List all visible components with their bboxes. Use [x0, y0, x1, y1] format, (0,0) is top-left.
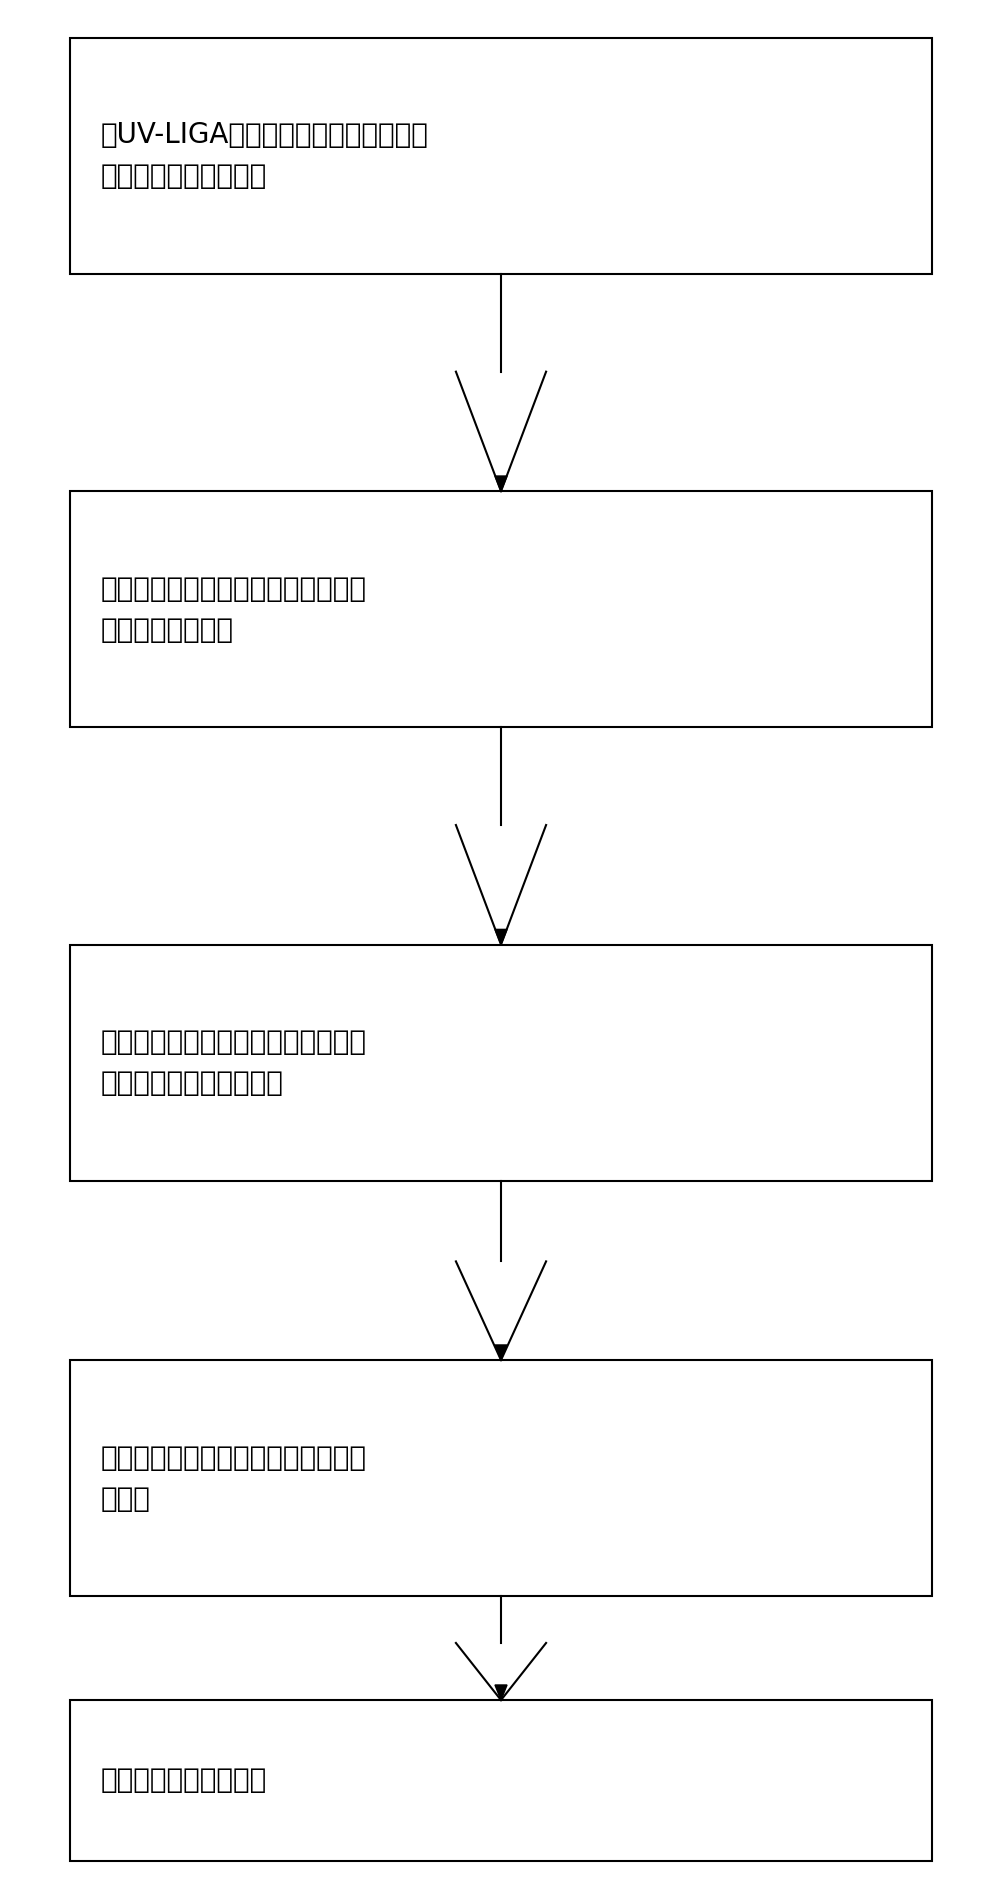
- Text: 关闭激光器，撤去拉力: 关闭激光器，撤去拉力: [100, 1766, 267, 1795]
- FancyBboxPatch shape: [70, 1700, 932, 1861]
- Polygon shape: [495, 1345, 507, 1360]
- Text: 沿流道方向施加拉力于芯片两侧，使
芯片发生弹性变形: 沿流道方向施加拉力于芯片两侧，使 芯片发生弹性变形: [100, 574, 366, 644]
- FancyBboxPatch shape: [70, 491, 932, 727]
- FancyBboxPatch shape: [70, 944, 932, 1181]
- Polygon shape: [495, 476, 507, 491]
- Text: 使用激光器发射激光光束作用在金属
丝表面: 使用激光器发射激光光束作用在金属 丝表面: [100, 1443, 366, 1513]
- Polygon shape: [495, 1685, 507, 1700]
- Polygon shape: [495, 929, 507, 944]
- Text: 在微流控芯片流道中嵌入金属丝，使
金属丝紧贴流道内壁表面: 在微流控芯片流道中嵌入金属丝，使 金属丝紧贴流道内壁表面: [100, 1028, 366, 1098]
- FancyBboxPatch shape: [70, 1360, 932, 1596]
- Text: 用UV-LIGA技术制作带有微流道的聚二
甲基硅氧烷微流控芯片: 用UV-LIGA技术制作带有微流道的聚二 甲基硅氧烷微流控芯片: [100, 121, 428, 191]
- FancyBboxPatch shape: [70, 38, 932, 274]
